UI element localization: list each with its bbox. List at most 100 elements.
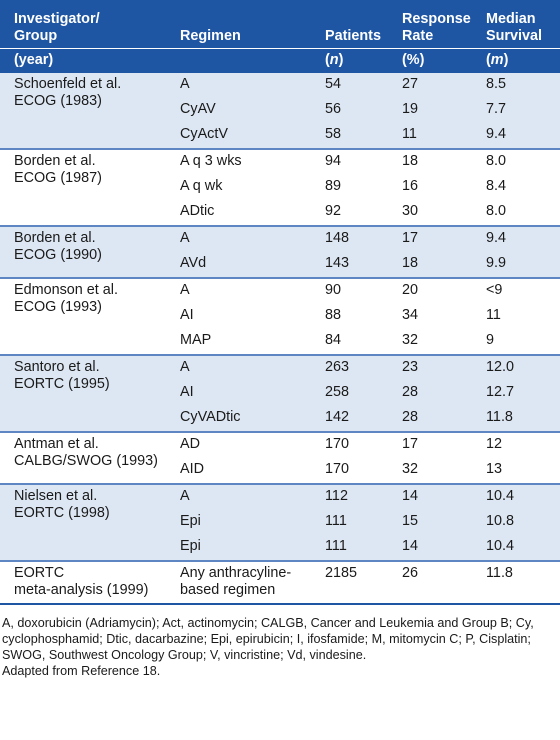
regimen-cell: MAP: [176, 329, 321, 355]
median-survival-cell: 9: [482, 329, 560, 355]
header-median-line2: Survival: [486, 28, 542, 44]
table-row: Santoro et al. EORTC (1995) A 263 23 12.0: [0, 355, 560, 432]
investigator-line: EORTC: [14, 565, 65, 581]
table-row: AI 258 28 12.7: [0, 381, 560, 406]
regimen-cell: A: [176, 484, 321, 510]
table-row: CyAV 56 19 7.7: [0, 98, 560, 123]
patients-cell: 89: [321, 175, 398, 200]
table-row: MAP 84 32 9: [0, 329, 560, 355]
response-rate-cell: 27: [398, 73, 482, 98]
patients-cell: 258: [321, 381, 398, 406]
investigator-line: EORTC (1995): [14, 376, 110, 392]
patients-cell: 170: [321, 432, 398, 458]
response-rate-cell: 17: [398, 432, 482, 458]
header-row: Investigator/ Group Regimen Patients Res…: [0, 0, 560, 49]
investigator-line: ECOG (1990): [14, 247, 102, 263]
patients-cell: 56: [321, 98, 398, 123]
header-investigator: Investigator/ Group: [0, 0, 176, 49]
response-rate-cell: 18: [398, 252, 482, 278]
regimen-cell: AI: [176, 304, 321, 329]
median-survival-cell: 8.5: [482, 73, 560, 98]
median-survival-cell: 12.0: [482, 355, 560, 381]
table-row: AI 88 34 11: [0, 304, 560, 329]
table-header: Investigator/ Group Regimen Patients Res…: [0, 0, 560, 73]
patients-cell: 143: [321, 252, 398, 278]
header-patients: Patients: [321, 0, 398, 49]
table-row: Nielsen et al. EORTC (1998) A 112 14 10.4: [0, 484, 560, 561]
patients-cell: 170: [321, 458, 398, 484]
median-survival-cell: 9.9: [482, 252, 560, 278]
regimen-cell: A: [176, 73, 321, 98]
median-survival-cell: <9: [482, 278, 560, 304]
investigator-line: EORTC (1998): [14, 505, 110, 521]
table-row: Borden et al. ECOG (1990) A 148 17 9.4: [0, 226, 560, 278]
unit-percent: (%): [398, 48, 482, 73]
table-row: CyActV 58 11 9.4: [0, 123, 560, 149]
header-investigator-line2: Group: [14, 28, 58, 44]
investigator-line: Borden et al.: [14, 230, 96, 246]
median-survival-cell: 9.4: [482, 123, 560, 149]
response-rate-cell: 19: [398, 98, 482, 123]
header-regimen: Regimen: [176, 0, 321, 49]
header-median-survival: Median Survival: [482, 0, 560, 49]
patients-cell: 54: [321, 73, 398, 98]
table-footnote: A, doxorubicin (Adriamycin); Act, actino…: [0, 605, 560, 679]
patients-cell: 92: [321, 200, 398, 226]
regimen-cell: CyAV: [176, 98, 321, 123]
source-note: Adapted from Reference 18.: [2, 664, 161, 678]
table-row: ADtic 92 30 8.0: [0, 200, 560, 226]
investigator-line: Borden et al.: [14, 153, 96, 169]
table-row: CyVADtic 142 28 11.8: [0, 406, 560, 432]
median-survival-cell: 7.7: [482, 98, 560, 123]
patients-cell: 58: [321, 123, 398, 149]
median-survival-cell: 13: [482, 458, 560, 484]
regimen-cell: A: [176, 355, 321, 381]
investigator-cell: Antman et al. CALBG/SWOG (1993): [0, 432, 176, 484]
response-rate-cell: 28: [398, 406, 482, 432]
patients-cell: 112: [321, 484, 398, 510]
median-survival-cell: 12.7: [482, 381, 560, 406]
median-survival-cell: 12: [482, 432, 560, 458]
median-survival-cell: 8.0: [482, 149, 560, 175]
unit-m-symbol: m: [490, 52, 504, 68]
table-row: Epi 111 14 10.4: [0, 535, 560, 561]
table-row: AVd 143 18 9.9: [0, 252, 560, 278]
response-rate-cell: 32: [398, 329, 482, 355]
regimen-cell: A: [176, 278, 321, 304]
response-rate-cell: 30: [398, 200, 482, 226]
median-survival-cell: 10.4: [482, 484, 560, 510]
study-group: Borden et al. ECOG (1987) A q 3 wks 94 18 8.0…: [0, 149, 560, 226]
regimen-cell: Any anthracyline-based regimen: [176, 561, 321, 604]
investigator-cell: Borden et al. ECOG (1990): [0, 226, 176, 278]
patients-cell: 111: [321, 510, 398, 535]
investigator-cell: Santoro et al. EORTC (1995): [0, 355, 176, 432]
patients-cell: 88: [321, 304, 398, 329]
median-survival-cell: 8.4: [482, 175, 560, 200]
regimen-cell: CyActV: [176, 123, 321, 149]
table-row: A q wk 89 16 8.4: [0, 175, 560, 200]
regimen-cell: AI: [176, 381, 321, 406]
median-survival-cell: 9.4: [482, 226, 560, 252]
response-rate-cell: 14: [398, 484, 482, 510]
regimen-cell: Epi: [176, 535, 321, 561]
table-row: Epi 111 15 10.8: [0, 510, 560, 535]
regimen-cell: A: [176, 226, 321, 252]
investigator-line: Nielsen et al.: [14, 488, 98, 504]
header-investigator-line1: Investigator/: [14, 11, 100, 27]
patients-cell: 94: [321, 149, 398, 175]
unit-n-symbol: n: [329, 52, 339, 68]
regimen-cell: AVd: [176, 252, 321, 278]
patients-cell: 2185: [321, 561, 398, 604]
table-row: Borden et al. ECOG (1987) A q 3 wks 94 18 8.0: [0, 149, 560, 226]
unit-year: (year): [0, 48, 176, 73]
table-row: Antman et al. CALBG/SWOG (1993) AD 170 17 12: [0, 432, 560, 484]
response-rate-cell: 23: [398, 355, 482, 381]
investigator-cell: EORTC meta-analysis (1999): [0, 561, 176, 604]
response-rate-cell: 28: [398, 381, 482, 406]
regimen-cell: Epi: [176, 510, 321, 535]
patients-cell: 148: [321, 226, 398, 252]
median-survival-cell: 8.0: [482, 200, 560, 226]
investigator-line: meta-analysis (1999): [14, 582, 149, 598]
study-group: Borden et al. ECOG (1990) A 148 17 9.4 AVd 143 1…: [0, 226, 560, 278]
response-rate-cell: 32: [398, 458, 482, 484]
